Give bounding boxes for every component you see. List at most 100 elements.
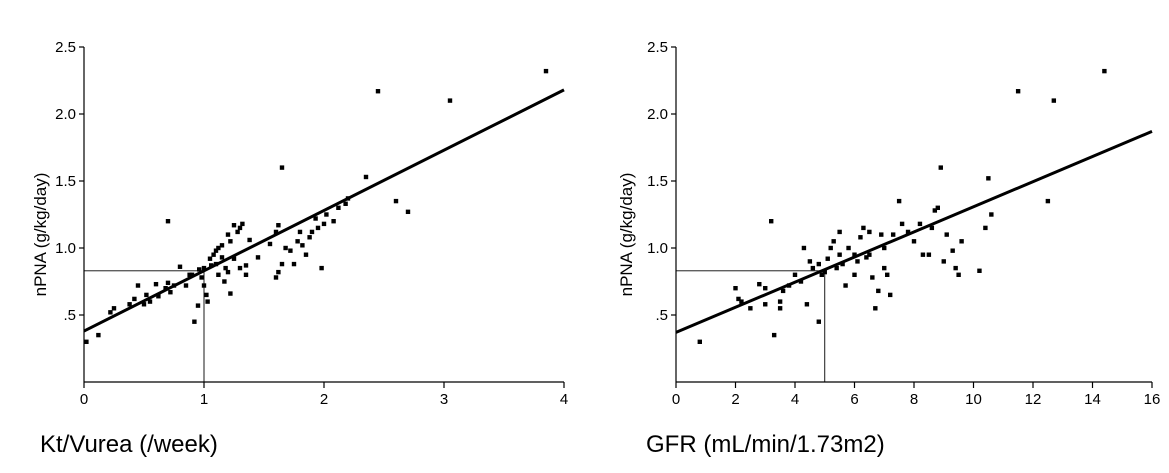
data-point [156,294,161,299]
x-axis-label: Kt/Vurea (/week) [40,431,218,458]
data-point [989,212,994,217]
data-point [777,306,783,311]
data-point [896,198,902,204]
data-point [205,299,210,304]
data-point [748,306,753,311]
data-point [959,239,964,244]
data-point [375,89,381,94]
y-tick-label: 1.0 [55,240,76,257]
data-point [393,198,399,204]
data-point [920,252,926,257]
data-point [888,292,893,298]
data-point [199,275,204,280]
data-point [938,165,943,170]
data-point [983,225,988,231]
data-point [204,292,209,298]
data-point [163,286,168,291]
data-point [307,235,312,240]
data-point [197,267,202,272]
data-point [201,265,207,271]
data-point [321,221,327,227]
y-tick-label: 1.5 [55,173,76,190]
data-point [757,281,762,287]
data-point [111,306,117,311]
data-point [213,248,219,253]
data-point [852,252,857,257]
data-point [763,302,768,307]
x-tick-label: 6 [850,391,858,408]
data-point [932,208,938,213]
data-point [291,261,297,267]
data-point [858,235,863,240]
x-tick-label: 10 [965,391,982,408]
data-point [207,256,213,261]
data-point [697,339,702,344]
chart-kt-vurea: .5 1.0 1.5 2.0 2.5 0 1 2 3 4 nPNA (g/kg/day) Kt/Vur… [31,39,568,458]
data-point [240,221,245,227]
data-point [319,265,324,271]
data-point [950,248,955,253]
x-tick-label: 1 [200,391,208,408]
data-point [825,256,830,261]
data-point [273,229,279,235]
data-point [861,225,866,231]
regression-line [83,88,565,333]
data-point [276,223,281,228]
x-tick-label: 16 [1144,391,1161,408]
data-point [132,296,137,302]
data-point [288,248,293,253]
data-point [986,176,991,181]
x-tick-label: 0 [80,391,88,408]
data-point [243,272,249,277]
data-point [1045,198,1051,204]
data-point [739,299,744,304]
data-point [343,201,348,206]
data-point [309,229,315,235]
data-point [1051,98,1057,103]
data-point [941,259,946,264]
data-point [956,272,961,277]
data-point [135,283,141,288]
data-point [837,229,842,235]
data-point [882,245,887,251]
data-point [315,225,321,231]
data-point [231,223,237,228]
data-point [213,261,219,267]
data-point [144,292,149,298]
y-tick-label: 2.5 [55,39,76,56]
data-point [816,261,821,267]
y-tick-label: .5 [63,307,76,324]
data-point [228,239,233,244]
data-point [209,263,214,268]
data-point [882,265,887,271]
data-point [977,268,982,273]
data-point [917,221,923,227]
data-point [279,261,285,267]
data-point [297,229,303,235]
chart-gfr: .5 1.0 1.5 2.0 2.5 0 2 4 6 8 10 12 14 16 nPNA (g/kg/da… [617,39,1160,458]
data-point [816,319,821,324]
data-point [222,279,227,284]
y-tick-label: .5 [655,307,668,324]
data-point [189,272,195,277]
data-point [171,283,177,288]
x-tick-label: 0 [672,391,680,408]
data-point [225,232,231,237]
data-point [183,283,189,288]
data-point [807,259,813,264]
data-point [834,265,839,271]
data-point [777,299,783,304]
data-point [313,216,318,221]
data-point [873,306,878,311]
data-point [195,303,201,308]
data-point [804,302,810,307]
y-tick-label: 1.0 [647,240,668,257]
y-axis-label: nPNA (g/kg/day) [31,173,50,297]
data-point [273,275,279,280]
data-point [177,264,183,269]
data-point [763,286,768,291]
data-point [237,265,243,271]
reference-line [676,270,826,382]
data-point [228,291,233,296]
